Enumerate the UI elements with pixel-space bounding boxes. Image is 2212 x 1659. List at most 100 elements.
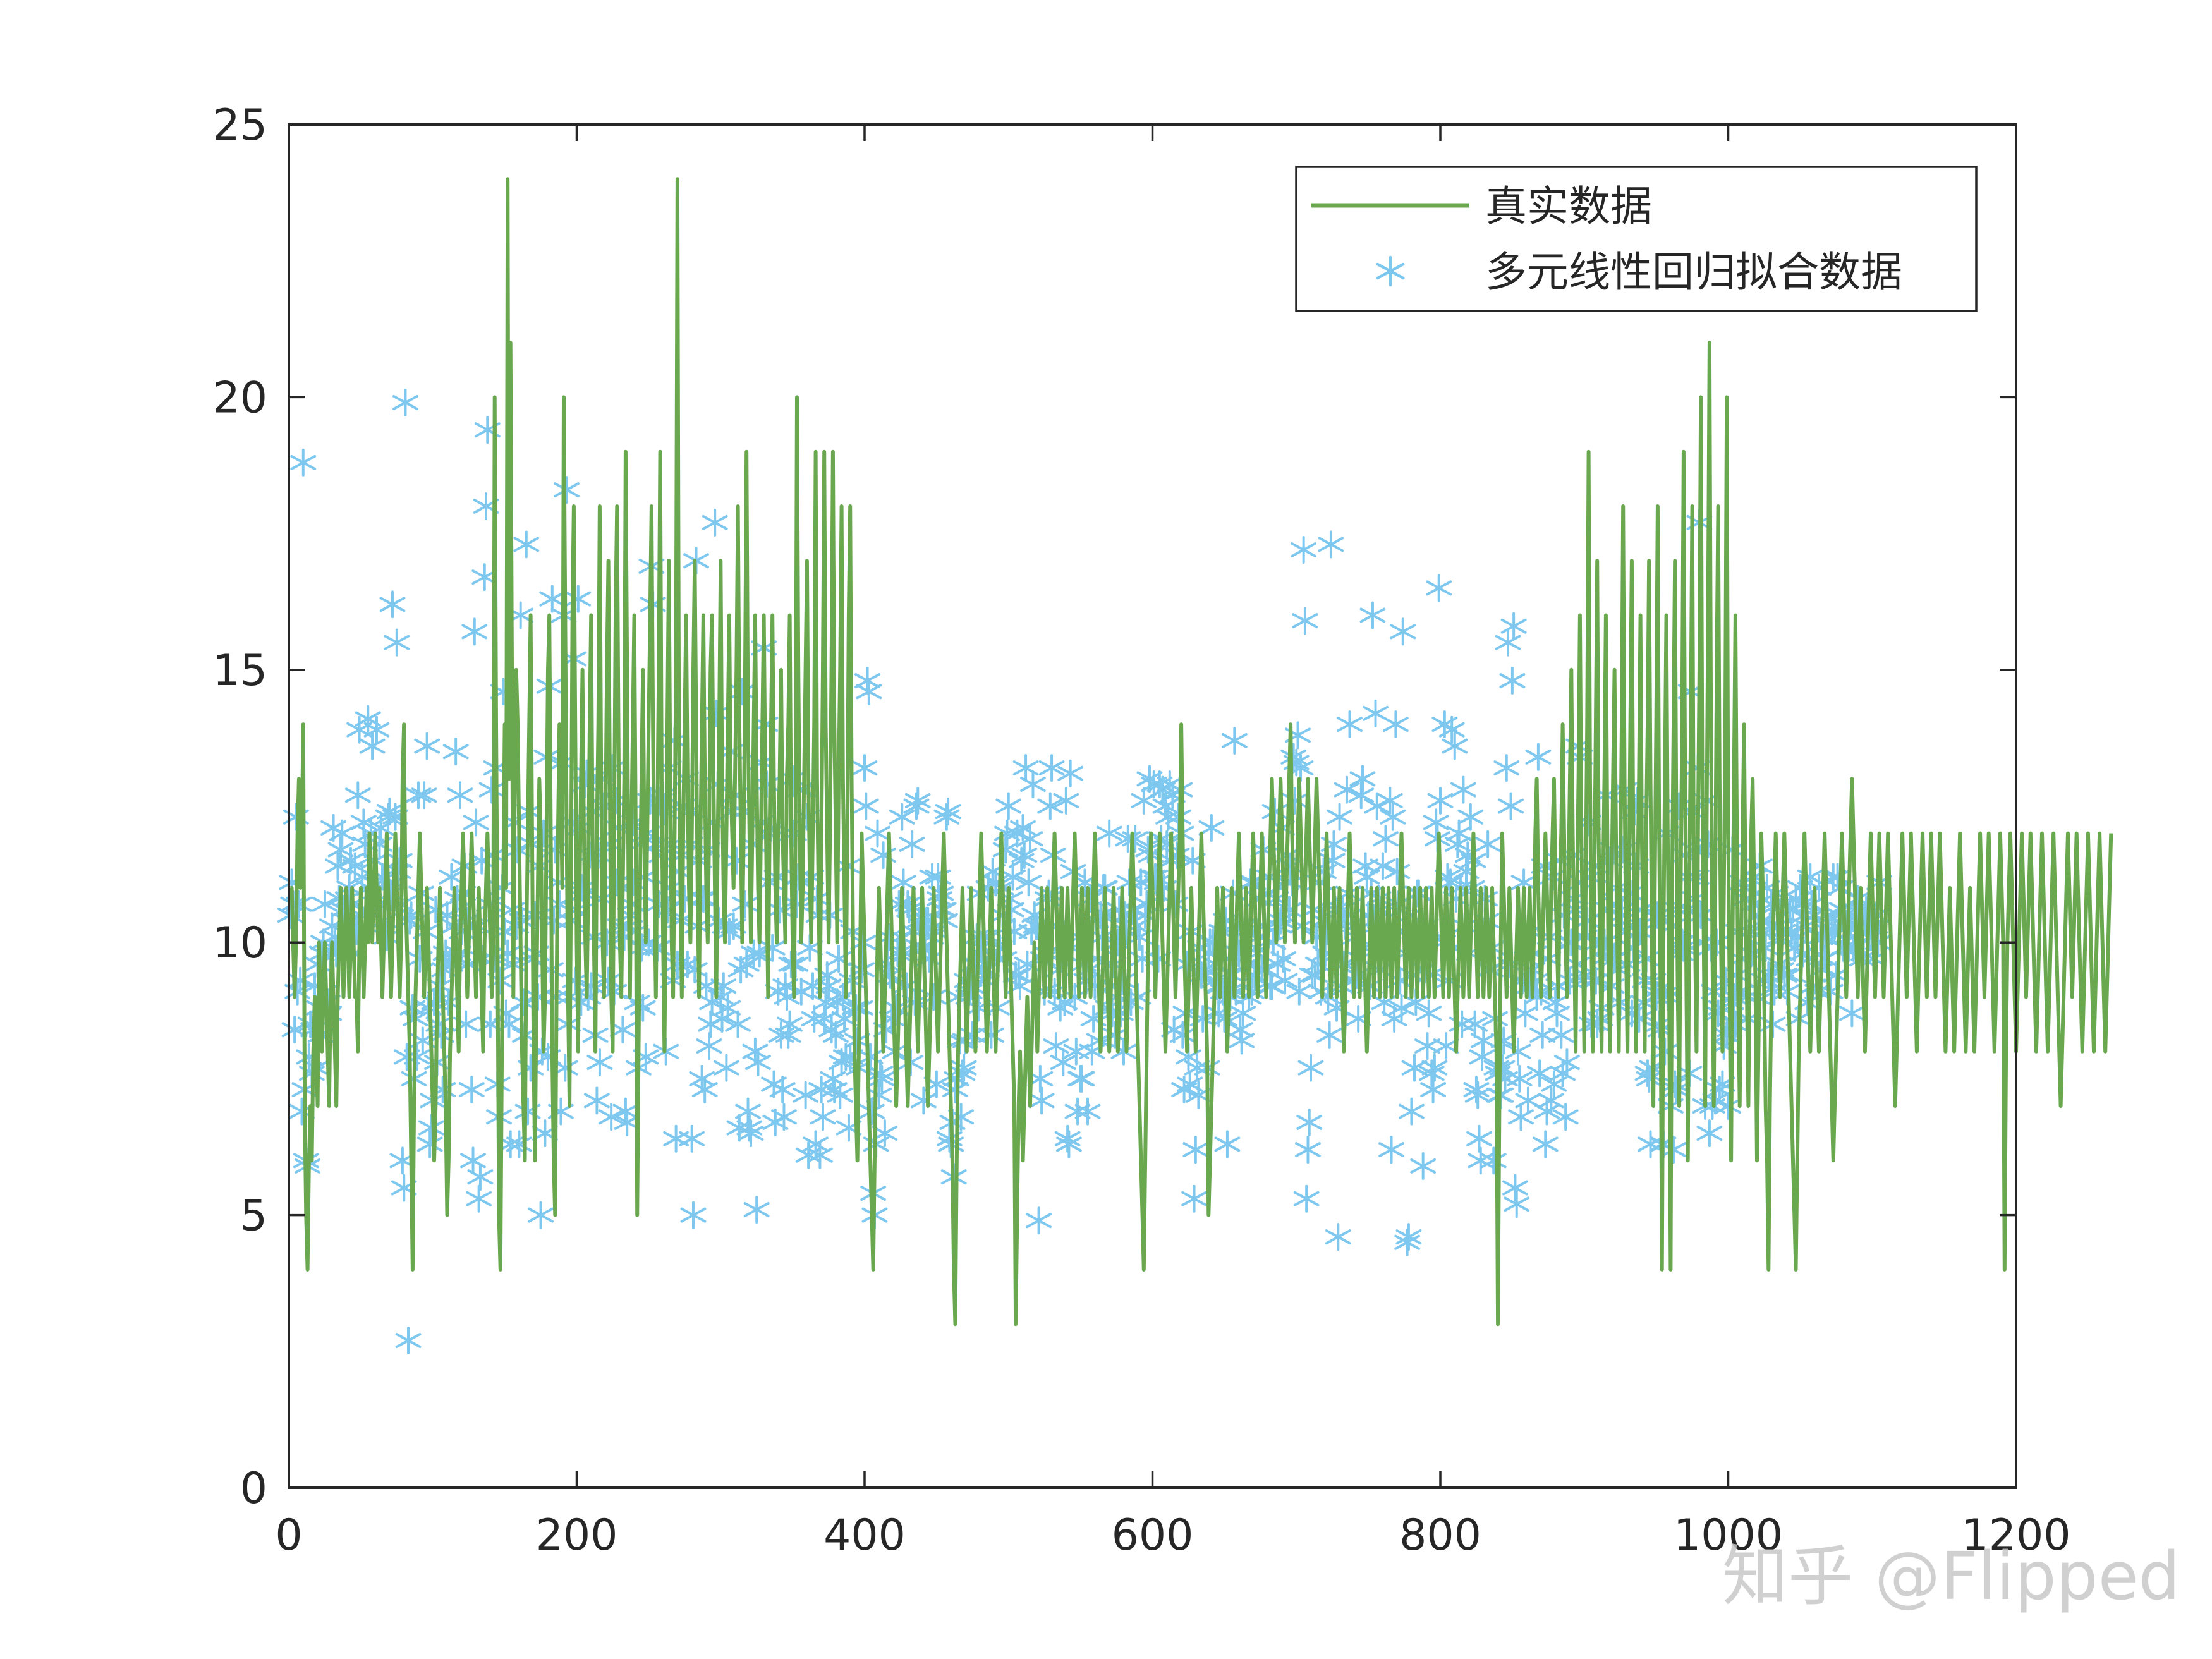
fit-data-point	[463, 808, 489, 837]
x-tick-label: 600	[1112, 1510, 1194, 1560]
fit-data-point	[759, 933, 786, 962]
fit-data-point	[1722, 1010, 1749, 1038]
fit-data-point	[1426, 574, 1452, 602]
fit-data-point	[1505, 1037, 1531, 1066]
fit-data-point	[1420, 1076, 1447, 1104]
fit-data-point	[1715, 1092, 1741, 1121]
fit-data-point	[1376, 786, 1403, 815]
fit-data-point	[578, 972, 604, 1000]
fit-data-point	[681, 956, 708, 984]
fit-data-point	[679, 1124, 705, 1153]
fit-data-point	[1038, 754, 1065, 782]
fit-data-point	[312, 890, 338, 918]
fit-data-point	[992, 836, 1019, 864]
fit-data-point	[949, 1059, 976, 1088]
fit-data-point	[1442, 732, 1468, 760]
y-tick-label: 25	[212, 100, 267, 150]
fit-data-point	[1378, 1136, 1404, 1164]
fit-data-point	[1395, 1223, 1422, 1251]
fit-data-point	[583, 1086, 610, 1115]
fit-data-point	[1771, 961, 1797, 989]
fit-data-point	[379, 590, 406, 619]
fit-data-point	[1394, 1228, 1421, 1256]
fit-data-point	[1327, 803, 1352, 831]
x-tick-label: 1000	[1674, 1510, 1783, 1560]
fit-data-point	[1444, 830, 1471, 858]
fit-data-point	[775, 1021, 801, 1049]
fit-data-point	[598, 1103, 624, 1131]
fit-data-point	[994, 819, 1020, 848]
fit-data-point	[1384, 858, 1411, 886]
fit-data-point	[715, 994, 741, 1022]
fit-data-point	[1198, 814, 1225, 842]
fit-data-point	[899, 830, 925, 858]
fit-data-point	[1053, 786, 1079, 815]
fit-data-point	[528, 1201, 554, 1229]
fit-data-point	[466, 1184, 492, 1213]
watermark: 知乎 @Flipped	[1722, 1538, 2180, 1615]
fit-data-point	[810, 1103, 836, 1131]
fit-data-point	[1438, 715, 1465, 744]
fit-data-point	[1389, 994, 1414, 1022]
fit-data-point	[1359, 601, 1386, 629]
fit-data-point	[1390, 617, 1416, 646]
legend-marker-swatch	[1376, 255, 1405, 287]
fit-data-point	[995, 792, 1022, 820]
fit-data-point	[910, 1086, 937, 1115]
fit-data-point	[1532, 1130, 1559, 1158]
fit-data-point	[1337, 710, 1363, 739]
fit-data-point	[1474, 830, 1501, 858]
fit-data-point	[1558, 928, 1584, 957]
fit-data-point	[771, 1103, 797, 1131]
fit-data-point	[1427, 786, 1454, 815]
legend: 真实数据 多元线性回归拟合数据	[1295, 166, 1978, 312]
fit-data-point	[856, 678, 882, 706]
fit-data-point	[1480, 1146, 1507, 1175]
fit-data-point	[1542, 988, 1569, 1017]
fit-data-point	[281, 1016, 308, 1044]
fit-data-point	[1512, 999, 1538, 1028]
y-tick-label: 20	[212, 373, 267, 423]
fit-data-point	[1028, 1086, 1055, 1115]
fit-data-point	[386, 846, 413, 875]
fit-data-point	[1074, 1097, 1101, 1126]
x-tick-label: 400	[823, 1510, 906, 1560]
x-tick-label: 800	[1399, 1510, 1481, 1560]
fit-data-point	[384, 628, 410, 657]
fit-data-point	[329, 819, 355, 848]
fit-data-point	[1182, 1136, 1209, 1164]
fit-data-point	[1499, 667, 1526, 695]
fit-data-point	[1122, 825, 1148, 853]
fit-data-point	[1050, 1048, 1076, 1077]
fit-data-point	[1229, 1026, 1255, 1055]
fit-data-point	[1544, 999, 1570, 1028]
fit-data-point	[978, 1021, 1004, 1049]
fit-data-point	[857, 1043, 884, 1071]
axis-ticks: 0 200 400 600 800 1000 1200 0 5 10 15 20 25	[212, 100, 2070, 1560]
fit-data-point	[1463, 1076, 1490, 1104]
fit-data-point	[1457, 803, 1484, 831]
fit-data-point	[1026, 1206, 1052, 1235]
fit-data-point	[565, 585, 592, 613]
fit-data-point	[889, 803, 915, 831]
fit-data-point	[872, 1119, 898, 1148]
fit-data-point	[738, 1119, 764, 1148]
fit-data-point	[1214, 1130, 1241, 1158]
fit-data-point	[903, 792, 930, 820]
fit-data-point	[467, 1163, 494, 1191]
fit-data-point	[414, 732, 441, 760]
fit-data-point	[1349, 765, 1376, 793]
fit-data-point	[1316, 1021, 1343, 1049]
fit-data-point	[1020, 770, 1046, 798]
real-data-line	[289, 177, 2113, 1327]
fit-data-point	[1506, 1064, 1533, 1093]
fit-data-point	[1529, 1021, 1556, 1049]
x-tick-label: 0	[275, 1510, 302, 1560]
fit-data-point	[1056, 1130, 1082, 1158]
x-tick-label: 1200	[1961, 1510, 2070, 1560]
fit-data-point	[1500, 612, 1527, 640]
fit-data-point	[1295, 1136, 1321, 1164]
fit-data-point	[1354, 863, 1380, 891]
fit-data-point	[745, 1048, 771, 1077]
